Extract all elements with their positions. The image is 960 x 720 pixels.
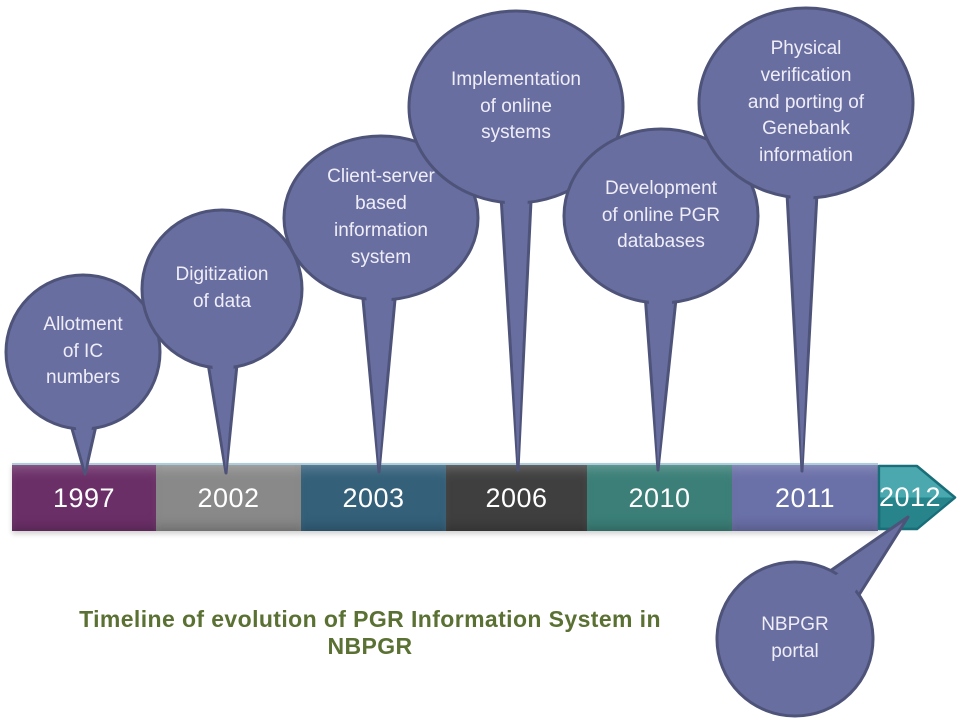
timeline-segment-1997: 1997 [12,465,156,531]
callout-bubble [4,273,162,431]
callout-bubble [562,127,760,305]
year-label-2003: 2003 [342,482,405,513]
callout-text-pgr-databases: Development of online PGR databases [601,177,721,253]
callout-bubble [407,9,625,205]
callout-text-online-systems: Implementation of online systems [451,68,581,144]
timeline-bar: 1997 2002 2003 2006 2010 2011 [12,463,878,531]
callout-tail-join [647,268,675,466]
callout-bubble [282,134,480,302]
callout-bubble [140,208,304,370]
callout-tail-join [789,161,815,467]
callout-text-genebank: Physical verification and porting of Gen… [747,37,865,167]
callout-client-server-system [282,134,480,474]
callout-tail [203,343,241,475]
callout-text-nbpgr-portal: NBPGR portal [761,614,829,662]
slide-caption: Timeline of evolution of PGR Information… [79,606,661,659]
callout-tail-join [503,166,529,466]
callout-nbpgr-portal [715,515,910,718]
callout-online-systems [407,9,625,472]
callout-text-digitization: Digitization of data [175,264,269,312]
year-label-2011: 2011 [774,482,836,513]
callout-text-client-server: Client-server based information system [327,166,435,268]
callout-tail [784,173,820,473]
callout-tail-join [826,524,901,602]
callout-genebank-information [697,6,915,473]
year-label-1997: 1997 [52,482,116,513]
timeline-segment-2006: 2006 [446,465,587,531]
callout-tail-join [69,396,97,470]
callout-tail-join [364,266,394,468]
timeline-segment-2010: 2010 [587,465,732,531]
callout-tail [498,178,534,472]
year-label-2010: 2010 [628,482,691,513]
year-label-2012-text: 2012 [878,481,942,512]
callout-text-allotment: Allotment of IC numbers [43,313,123,389]
callout-bubble [697,6,915,200]
year-label-2012: 2012 [879,465,941,529]
callout-tail [359,276,399,474]
callout-tail [642,278,680,472]
timeline-segment-2002: 2002 [156,465,301,531]
callout-bubble [715,560,875,718]
callout-allotment-ic-numbers [4,273,162,476]
callout-tail-join [208,333,236,469]
callout-pgr-databases [562,127,760,472]
callout-digitization-of-data [140,208,304,475]
timeline-segment-2003: 2003 [301,465,446,531]
year-label-2002: 2002 [197,482,260,513]
timeline-segment-2011: 2011 [732,465,878,531]
year-label-2006: 2006 [485,482,548,513]
